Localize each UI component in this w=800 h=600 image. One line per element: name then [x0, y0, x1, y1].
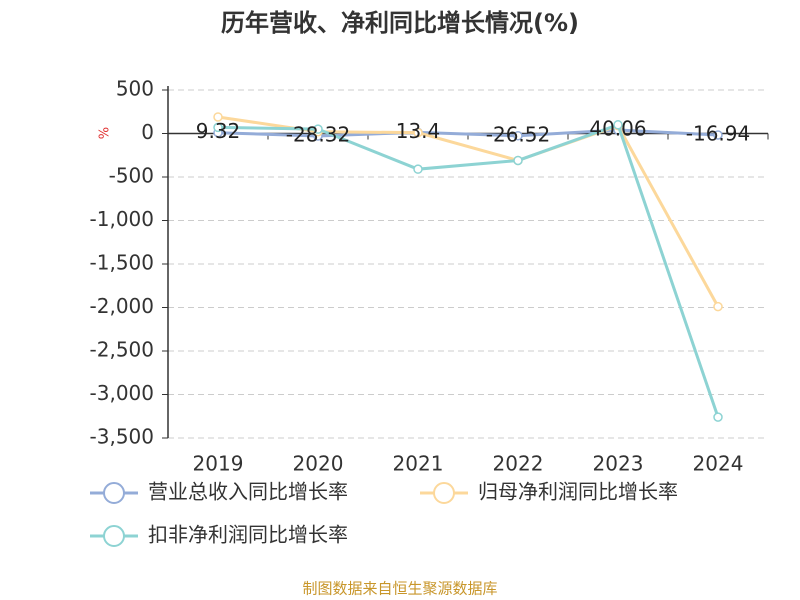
series-line [217, 122, 720, 418]
y-tick-label: -3,000 [90, 381, 154, 405]
point [313, 124, 323, 134]
data-label: 9.32 [196, 119, 241, 143]
y-tick-label: -2,000 [90, 294, 154, 318]
legend-marker [103, 482, 125, 504]
source-note: 制图数据来自恒生聚源数据库 [302, 580, 497, 598]
legend-marker [103, 525, 125, 547]
y-tick-label: -500 [109, 164, 154, 188]
point [413, 127, 423, 138]
point [413, 164, 423, 174]
point [513, 131, 523, 141]
data-label: -26.52 [486, 122, 550, 146]
y-axis-label: % [98, 127, 113, 139]
chart-title: 历年营收、净利同比增长情况(%) [221, 9, 579, 37]
point [713, 412, 723, 422]
x-tick-label: 2024 [693, 452, 744, 476]
point [713, 301, 723, 312]
y-tick-label: -1,000 [90, 207, 154, 231]
legend-label: 扣非净利润同比增长率 [148, 523, 348, 547]
series-line [217, 128, 719, 138]
y-tick-label: 500 [116, 77, 154, 101]
y-tick-label: 0 [141, 120, 154, 144]
x-tick-label: 2019 [193, 452, 244, 476]
data-label: -28.32 [286, 122, 350, 146]
y-tick-label: -2,500 [90, 338, 154, 362]
y-tick-label: -3,500 [90, 425, 154, 449]
x-tick-label: 2023 [593, 452, 644, 476]
point [713, 130, 723, 140]
point [513, 155, 523, 166]
data-label: -16.94 [686, 121, 750, 145]
legend-label: 营业总收入同比增长率 [148, 480, 348, 504]
point [213, 112, 223, 122]
x-tick-label: 2021 [393, 452, 444, 476]
legend-label: 归母净利润同比增长率 [478, 480, 678, 504]
x-tick-label: 2020 [293, 452, 344, 476]
data-label: 40.06 [589, 117, 646, 141]
x-tick-label: 2022 [493, 452, 544, 476]
y-tick-label: -1,500 [90, 251, 154, 275]
data-label: 13.4 [396, 119, 441, 143]
point [613, 120, 623, 130]
legend-marker [433, 482, 455, 504]
point [213, 122, 223, 133]
